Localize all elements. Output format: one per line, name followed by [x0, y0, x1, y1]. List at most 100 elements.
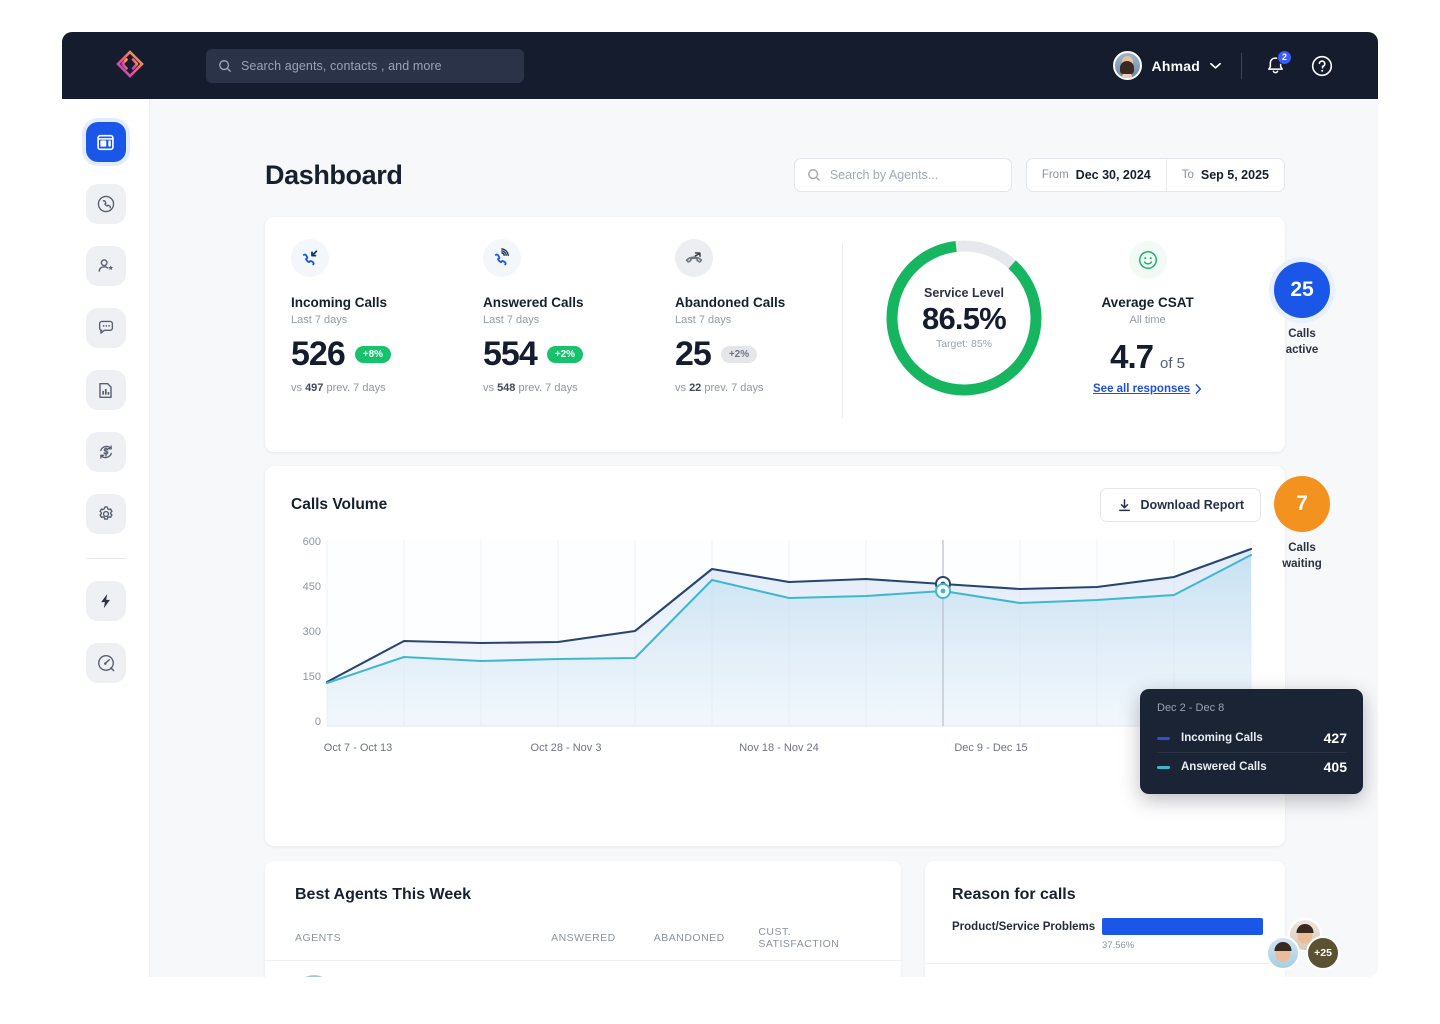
- best-agents-card: Best Agents This Week AGENTS ANSWERED AB…: [265, 861, 901, 977]
- date-to[interactable]: To Sep 5, 2025: [1165, 159, 1284, 191]
- call-status-rail: 25 Calls active 7 Calls waiting 4 Calls …: [1256, 0, 1440, 1024]
- date-from-label: From: [1041, 169, 1069, 181]
- user-name: Ahmad: [1151, 57, 1200, 74]
- sidebar-item-settings[interactable]: [85, 494, 126, 534]
- kpi-previous: vs 22 prev. 7 days: [675, 382, 841, 394]
- divider: [842, 243, 843, 418]
- reason-for-calls-title: Reason for calls: [952, 886, 1076, 903]
- sidebar-item-agents[interactable]: [85, 246, 126, 286]
- kpi-prev-suffix: prev. 7 days: [323, 382, 386, 394]
- kpi-prev-suffix: prev. 7 days: [701, 382, 764, 394]
- kpi-abandoned-calls[interactable]: Abandoned Calls Last 7 days 25 +2% vs 22…: [649, 217, 841, 452]
- help-button[interactable]: [1310, 54, 1334, 78]
- kpi-prev-prefix: vs: [675, 382, 690, 394]
- sidebar-item-reports[interactable]: [85, 370, 126, 410]
- kpi-summary-card: Incoming Calls Last 7 days 526 +8% vs 49…: [265, 217, 1285, 474]
- average-csat-panel: Average CSAT All time 4.7 of 5 See all r…: [1093, 217, 1202, 395]
- sidebar-item-dashboard[interactable]: [85, 122, 126, 162]
- agent-cell: You Suresh Ready: [295, 975, 557, 977]
- call-status-active[interactable]: 25 Calls active: [1256, 262, 1348, 358]
- column-header-agents: AGENTS: [295, 932, 342, 944]
- app-logo-icon[interactable]: [110, 46, 150, 86]
- agent-search-input[interactable]: Search by Agents...: [793, 158, 1012, 192]
- divider: [1241, 52, 1242, 79]
- status-label-line2: waiting: [1282, 557, 1322, 570]
- main-content: Dashboard Search by Agents... From Dec 3…: [150, 99, 1378, 977]
- table-row[interactable]: You Suresh Ready 120 2 4.8/5: [265, 960, 901, 977]
- service-level-gauge: Service Level 86.5% Target: 85%: [879, 233, 1049, 403]
- kpi-value: 554: [483, 335, 538, 373]
- date-from-value: Dec 30, 2024: [1075, 168, 1151, 182]
- reason-label: Product/Service Problems: [952, 921, 1096, 933]
- sidebar-item-messages[interactable]: [85, 308, 126, 348]
- reason-for-calls-card: Reason for calls Product/Service Problem…: [925, 861, 1285, 977]
- kpi-prev-prefix: vs: [291, 382, 306, 394]
- status-label: Calls active: [1286, 327, 1319, 358]
- status-label-line1: Calls: [1288, 542, 1316, 554]
- download-icon: [1118, 498, 1130, 511]
- notifications-button[interactable]: 2: [1262, 49, 1292, 79]
- gear-icon: [98, 506, 113, 520]
- column-header-answered: ANSWERED: [551, 932, 616, 944]
- avatar: You: [295, 975, 333, 977]
- kpi-prev-value: 548: [497, 382, 516, 394]
- chevron-right-icon: [1195, 384, 1202, 394]
- reason-row: Technical Issues 32.05%: [925, 963, 1285, 977]
- kpi-title: Incoming Calls: [291, 295, 388, 310]
- column-header-abandoned: ABANDONED: [653, 932, 725, 944]
- sidebar-item-calls[interactable]: [85, 184, 126, 224]
- app-shell: Search agents, contacts , and more Ahmad: [62, 32, 1378, 977]
- top-bar-actions: Ahmad 2: [1112, 49, 1334, 80]
- reason-bar-wrap: 37.56%: [1102, 918, 1263, 951]
- kpi-incoming-calls[interactable]: Incoming Calls Last 7 days 526 +8% vs 49…: [265, 217, 457, 474]
- phone-circle-icon: [97, 195, 114, 213]
- status-label-line2: active: [1285, 343, 1319, 356]
- smiley-face-icon: [1128, 241, 1167, 279]
- service-level-label: Service Level: [924, 285, 1004, 300]
- csat-value: 4.7: [1110, 338, 1154, 375]
- call-status-waiting[interactable]: 7 Calls waiting: [1256, 476, 1348, 572]
- lightning-bolt-icon: [100, 593, 110, 609]
- csat-title: Average CSAT: [1101, 295, 1194, 310]
- date-to-label: To: [1181, 169, 1194, 181]
- kpi-title: Abandoned Calls: [675, 295, 786, 310]
- calls-volume-svg: [325, 540, 1253, 727]
- sidebar-item-billing[interactable]: [85, 432, 126, 472]
- kpi-previous: vs 497 prev. 7 days: [291, 382, 457, 394]
- global-search-placeholder: Search agents, contacts , and more: [241, 58, 442, 73]
- service-csat-group: Service Level 86.5% Target: 85%: [843, 217, 1285, 452]
- search-icon: [807, 169, 820, 181]
- speedometer-icon: [97, 655, 114, 672]
- page-header-controls: Search by Agents... From Dec 30, 2024 To…: [793, 158, 1285, 192]
- x-tick: Oct 7 - Oct 13: [323, 742, 393, 754]
- user-menu[interactable]: Ahmad: [1112, 51, 1221, 80]
- tooltip-series-value: 427: [1323, 730, 1347, 746]
- see-all-responses-label: See all responses: [1093, 383, 1191, 395]
- x-axis: Oct 7 - Oct 13 Oct 28 - Nov 3 Nov 18 - N…: [265, 742, 1285, 762]
- tooltip-period: Dec 2 - Dec 8: [1157, 702, 1225, 714]
- reason-row: Product/Service Problems 37.56%: [925, 904, 1285, 963]
- kpi-period: Last 7 days: [483, 314, 540, 326]
- avatar-stack[interactable]: +25: [1266, 918, 1356, 974]
- x-tick: Oct 28 - Nov 3: [530, 742, 602, 754]
- service-level-target: Target: 85%: [935, 338, 993, 351]
- reason-percent: 37.56%: [1102, 940, 1135, 951]
- see-all-responses-link[interactable]: See all responses: [1093, 383, 1202, 395]
- y-tick: 600: [302, 536, 321, 548]
- x-tick: Nov 18 - Nov 24: [739, 742, 819, 754]
- kpi-previous: vs 548 prev. 7 days: [483, 382, 649, 394]
- calls-volume-plot: 600 450 300 150 0: [265, 534, 1363, 794]
- download-report-button[interactable]: Download Report: [1099, 488, 1261, 522]
- date-from[interactable]: From Dec 30, 2024: [1027, 159, 1166, 191]
- sidebar-item-automations[interactable]: [85, 581, 126, 621]
- sidebar-item-monitoring[interactable]: [85, 643, 126, 683]
- global-search-input[interactable]: Search agents, contacts , and more: [206, 48, 524, 83]
- download-report-label: Download Report: [1140, 498, 1244, 512]
- incoming-call-icon: [291, 239, 329, 277]
- missed-call-icon: [675, 239, 713, 277]
- kpi-answered-calls[interactable]: Answered Calls Last 7 days 554 +2% vs 54…: [457, 217, 649, 474]
- legend-swatch-incoming: [1157, 736, 1170, 740]
- status-label-line1: Calls: [1288, 328, 1316, 340]
- legend-swatch-answered: [1157, 765, 1170, 769]
